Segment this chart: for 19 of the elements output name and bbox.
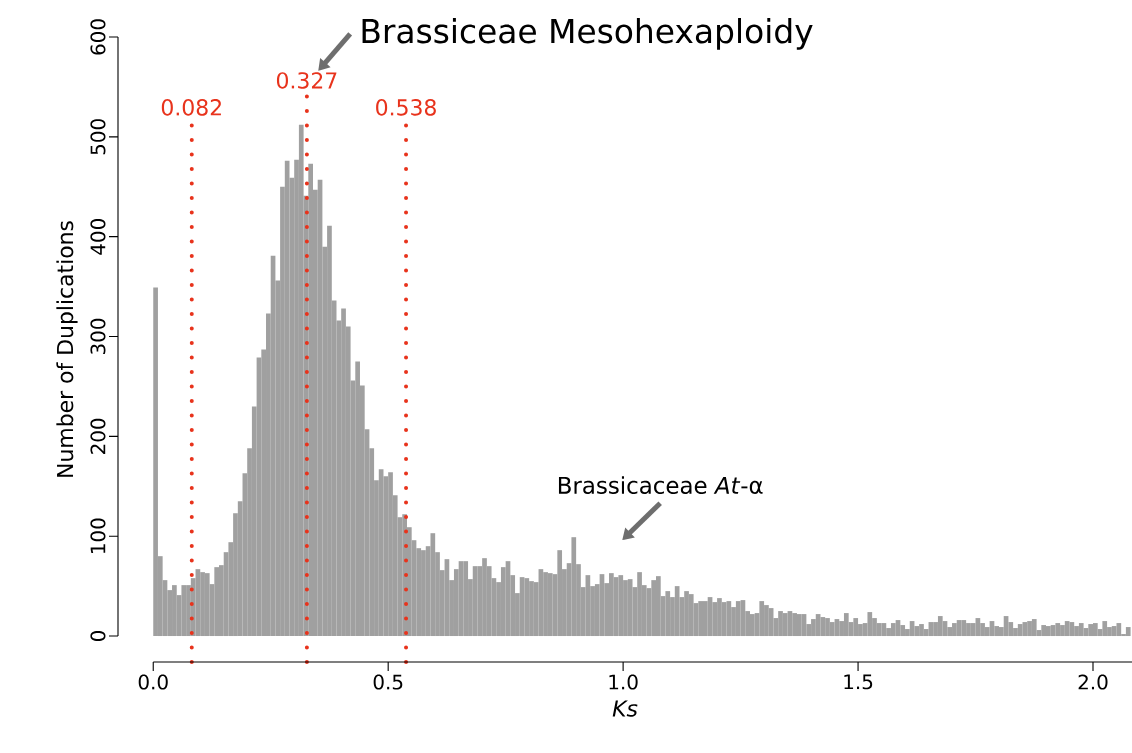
y-axis-title: Number of Duplications: [56, 221, 78, 477]
y-tick-label: 0: [90, 631, 106, 642]
x-axis-title: Ks: [612, 700, 638, 717]
x-tick-label: 1.5: [844, 674, 873, 690]
x-tick-label: 2.0: [1078, 674, 1108, 690]
y-tick-label: 100: [90, 518, 106, 554]
y-tick-label: 400: [90, 218, 106, 255]
ref-line-label: 0.082: [161, 99, 221, 116]
y-tick-label: 500: [90, 119, 106, 155]
annotation: Brassicaceae At-α: [558, 476, 763, 494]
ref-line-label: 0.327: [276, 72, 337, 89]
y-tick-label: 300: [90, 318, 106, 355]
annotation: Brassiceae Mesohexaploidy: [362, 18, 813, 50]
y-tick-label: 600: [90, 19, 106, 55]
x-tick-label: 0.0: [138, 674, 168, 690]
x-tick-label: 1.0: [609, 674, 638, 690]
y-tick-label: 200: [90, 418, 106, 454]
x-tick-label: 0.5: [373, 674, 403, 690]
ref-line-label: 0.538: [376, 99, 436, 116]
